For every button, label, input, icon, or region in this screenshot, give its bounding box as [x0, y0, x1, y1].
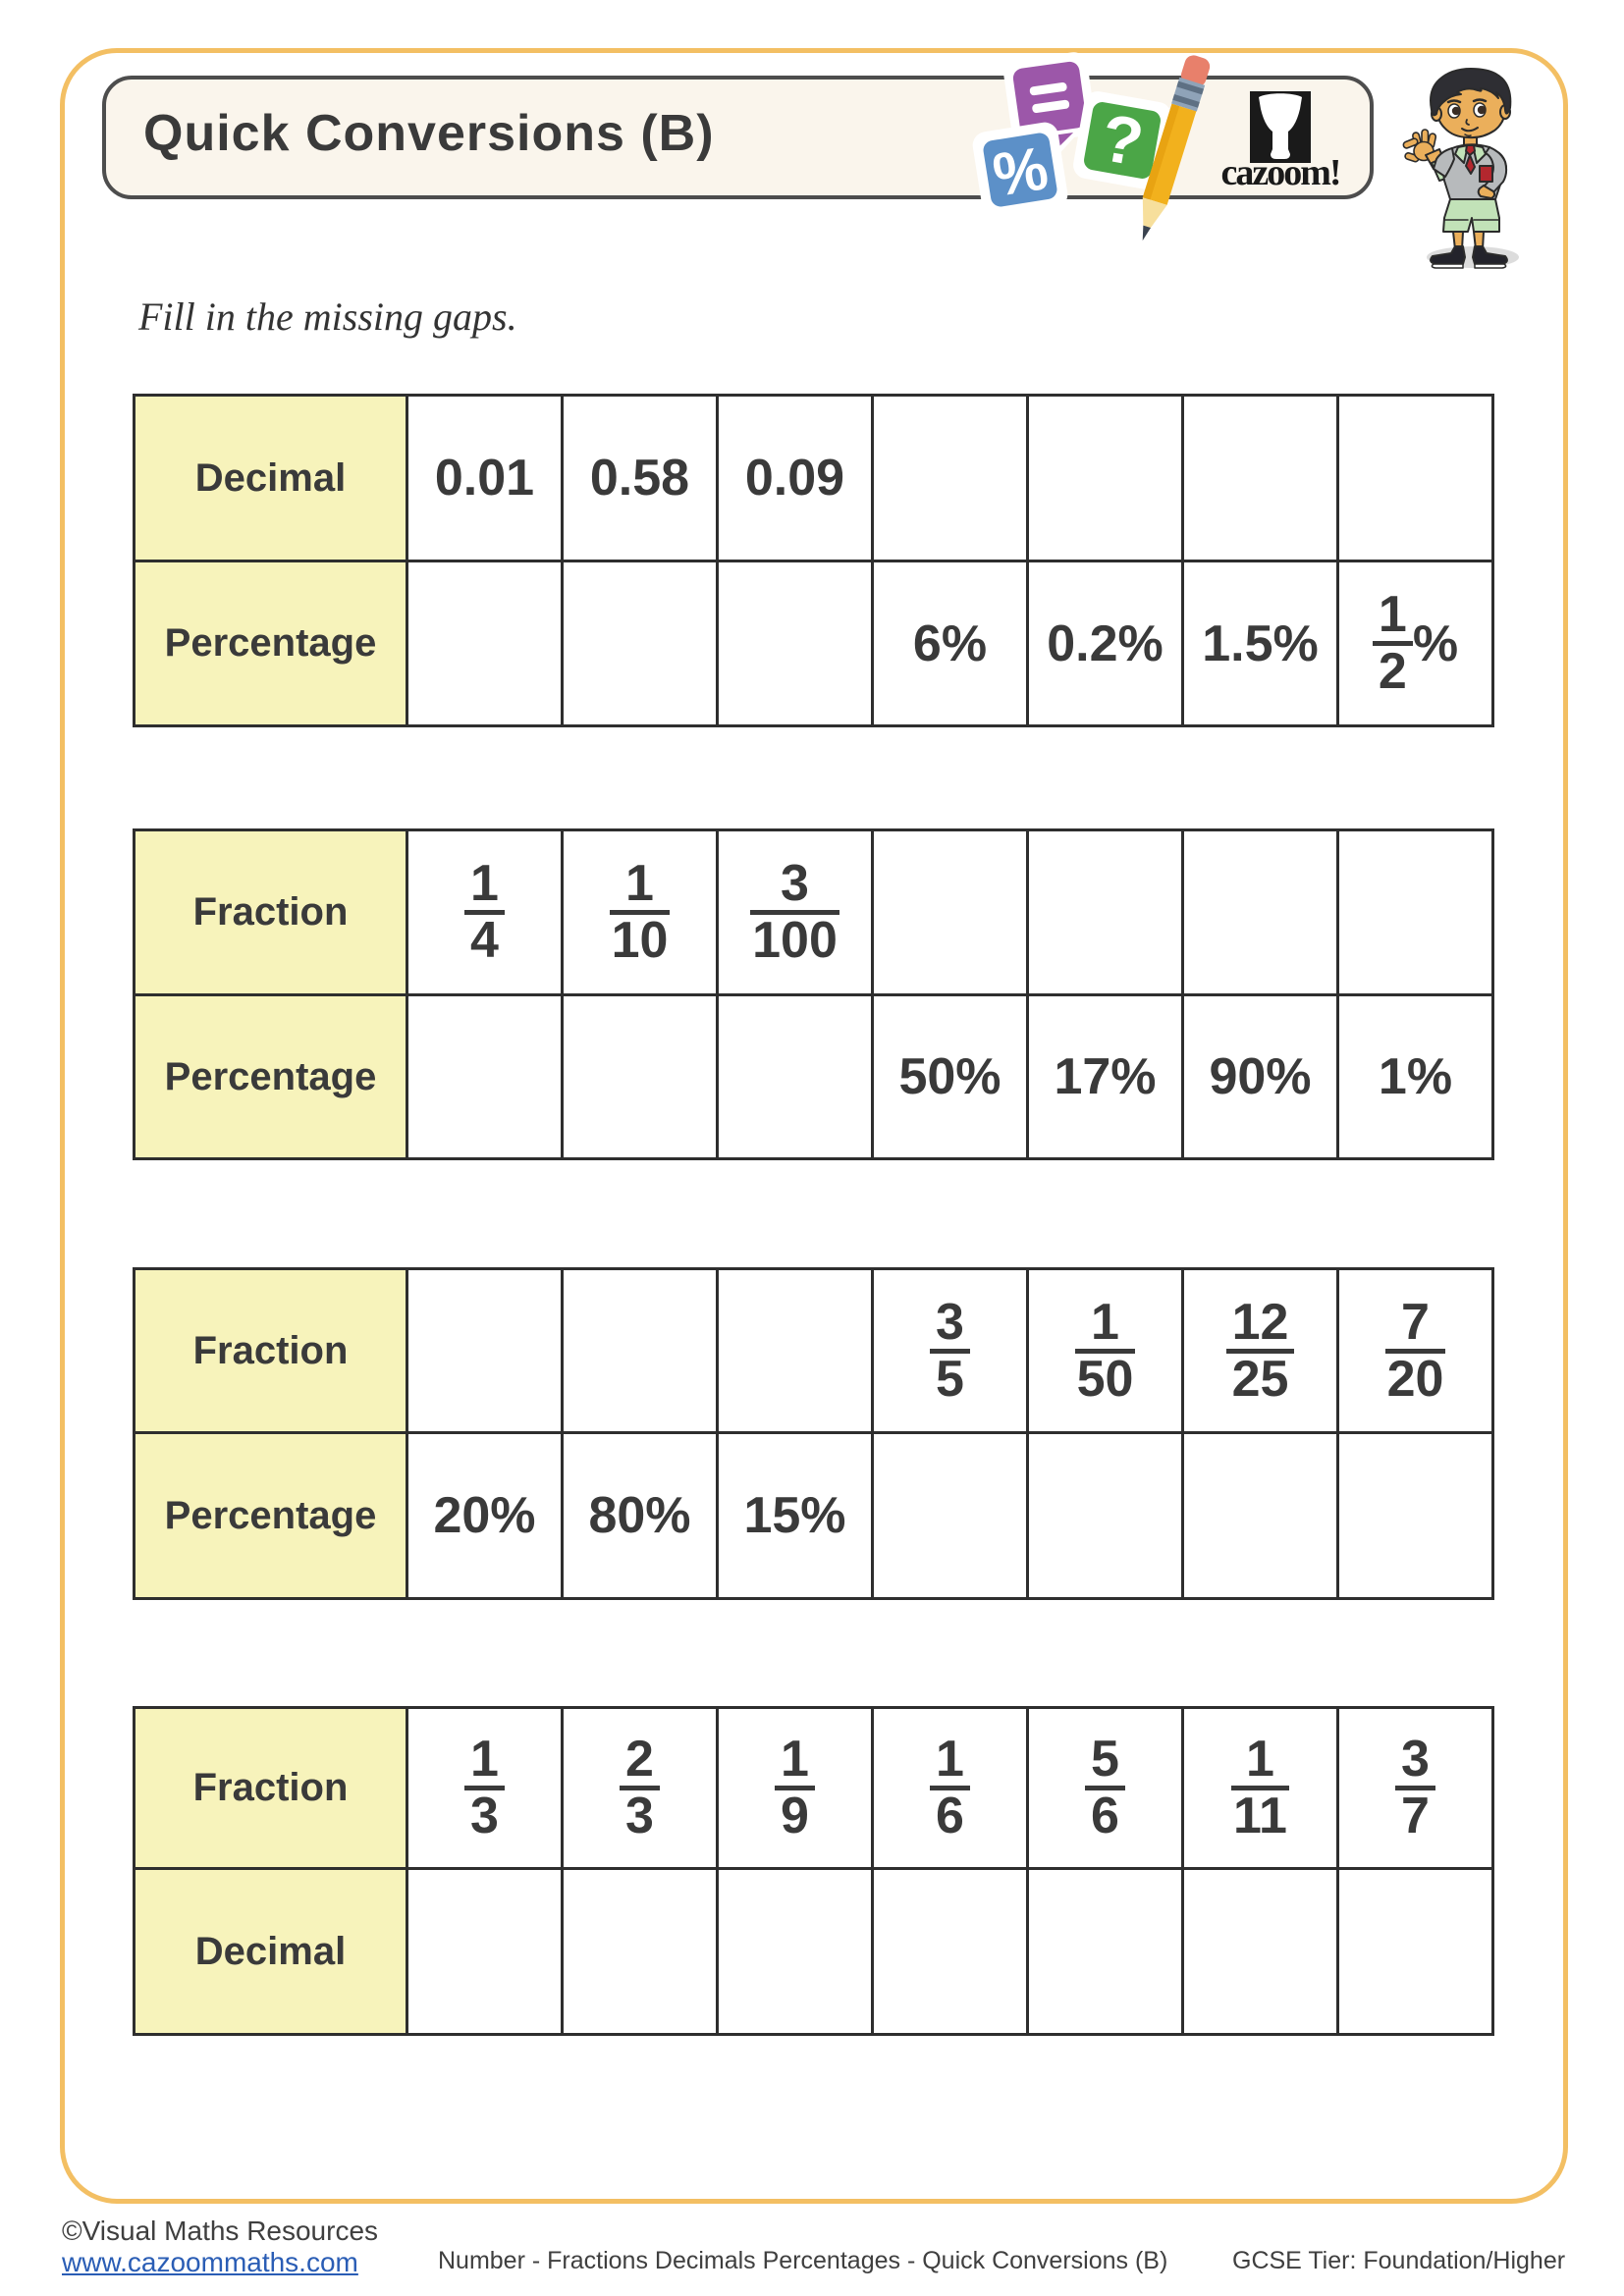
svg-text:%: %: [989, 134, 1053, 210]
svg-text:cazoom!: cazoom!: [1220, 152, 1339, 193]
